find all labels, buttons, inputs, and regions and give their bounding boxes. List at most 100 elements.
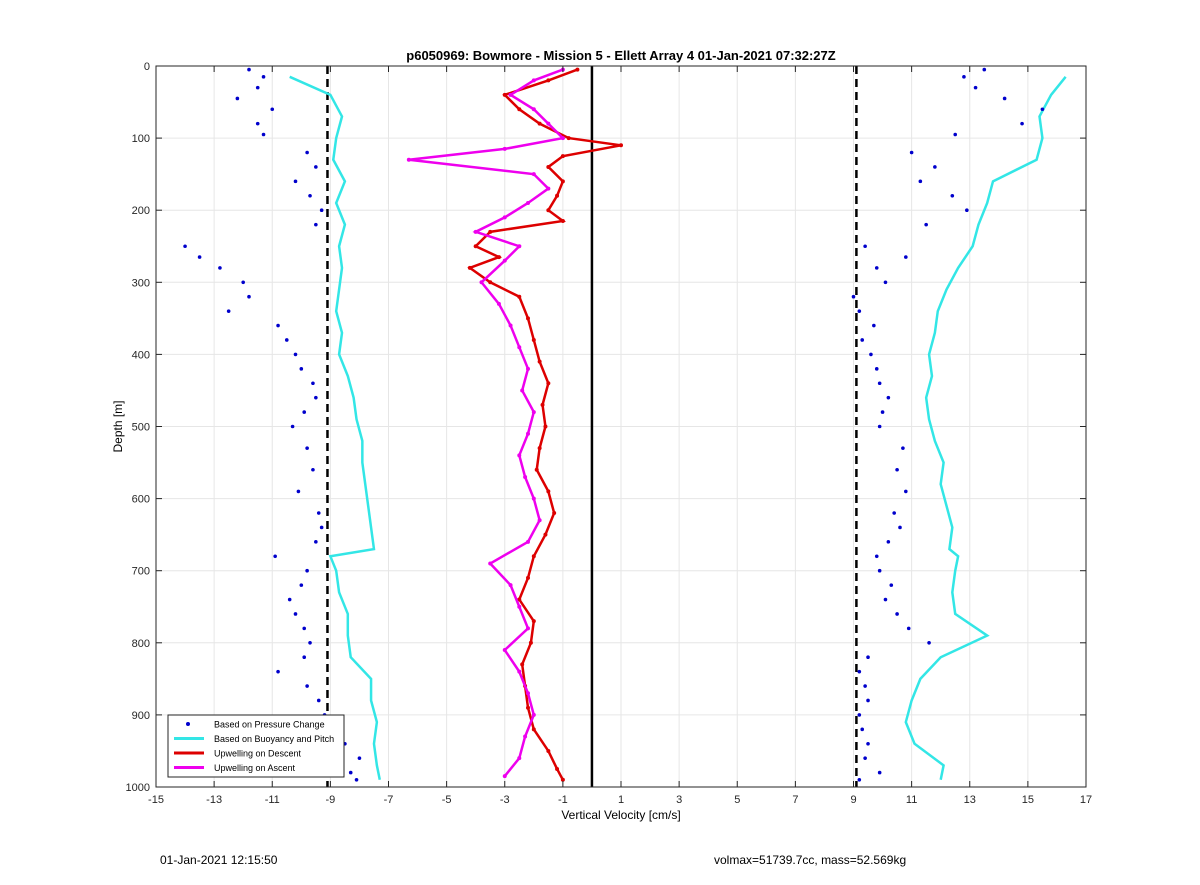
upwelling-point xyxy=(406,157,411,162)
upwelling-point xyxy=(534,467,539,472)
pressure-point xyxy=(314,540,318,544)
y-tick-label: 0 xyxy=(144,61,150,73)
upwelling-point xyxy=(502,774,507,779)
pressure-point xyxy=(883,597,888,602)
upwelling-point xyxy=(488,561,493,566)
x-tick-label: 11 xyxy=(906,794,917,806)
chart-title: p6050969: Bowmore - Mission 5 - Ellett A… xyxy=(406,48,835,63)
buoyancy-line-ascent xyxy=(904,76,1067,781)
upwelling-point xyxy=(555,193,560,198)
pressure-point xyxy=(354,777,359,782)
upwelling-point xyxy=(537,446,542,451)
upwelling-point xyxy=(531,554,536,559)
upwelling-point xyxy=(546,164,551,169)
series-3 xyxy=(406,67,566,779)
x-tick-label: 13 xyxy=(964,794,976,806)
series-0 xyxy=(183,67,1045,782)
pressure-point xyxy=(898,525,902,530)
y-tick-label: 800 xyxy=(132,638,150,650)
series-1 xyxy=(289,75,1067,781)
upwelling-line xyxy=(467,68,622,781)
upwelling-point xyxy=(560,136,565,141)
upwelling-point xyxy=(537,359,542,364)
pressure-point xyxy=(857,777,862,782)
series-layer xyxy=(183,67,1067,782)
footer-timestamp: 01-Jan-2021 12:15:50 xyxy=(160,853,278,867)
upwelling-point xyxy=(526,316,530,321)
pressure-point xyxy=(319,525,324,530)
legend-marker xyxy=(186,722,190,726)
y-axis-ticks: 0 100 200 300 400 500 600 700 800 900 1000 xyxy=(126,61,1086,794)
y-tick-label: 1000 xyxy=(126,782,150,794)
legend-label: Based on Buoyancy and Pitch xyxy=(214,734,334,744)
upwelling-point xyxy=(520,662,525,667)
pressure-point xyxy=(261,132,266,137)
upwelling-point xyxy=(517,604,522,609)
x-tick-label: 15 xyxy=(1022,794,1034,806)
upwelling-point xyxy=(526,626,530,631)
legend-label: Upwelling on Descent xyxy=(214,749,302,759)
pressure-point xyxy=(299,583,304,587)
pressure-point xyxy=(311,467,315,472)
pressure-point xyxy=(287,597,292,602)
upwelling-point xyxy=(526,200,530,205)
y-tick-label: 300 xyxy=(132,277,150,289)
y-axis-label: Depth [m] xyxy=(111,400,125,452)
pressure-point xyxy=(305,150,309,155)
pressure-point xyxy=(241,280,245,285)
pressure-point xyxy=(296,489,301,494)
x-tick-label: 7 xyxy=(792,794,798,806)
pressure-point xyxy=(319,208,324,212)
legend-label: Based on Pressure Change xyxy=(214,720,325,730)
x-tick-label: -11 xyxy=(265,794,280,806)
pressure-point xyxy=(877,381,882,386)
pressure-point xyxy=(857,713,862,717)
upwelling-point xyxy=(517,345,522,350)
upwelling-point xyxy=(488,280,493,285)
x-tick-label: 9 xyxy=(850,794,856,806)
series-2 xyxy=(467,67,623,782)
upwelling-point xyxy=(531,410,536,415)
x-tick-label: 5 xyxy=(734,794,740,806)
pressure-point xyxy=(918,179,923,184)
pressure-point xyxy=(305,568,309,573)
x-tick-label: 1 xyxy=(618,794,624,806)
upwelling-point xyxy=(517,669,522,674)
pressure-point xyxy=(218,266,222,270)
upwelling-point xyxy=(552,511,557,516)
x-tick-label: -9 xyxy=(325,794,335,806)
y-tick-label: 900 xyxy=(132,710,150,722)
pressure-point xyxy=(270,107,275,112)
upwelling-point xyxy=(502,648,507,653)
pressure-point xyxy=(226,309,231,313)
pressure-point xyxy=(877,568,882,573)
legend-label: Upwelling on Ascent xyxy=(214,763,296,773)
buoyancy-line-descent xyxy=(289,75,382,781)
y-tick-label: 400 xyxy=(132,349,150,361)
x-tick-label: -15 xyxy=(148,794,164,806)
pressure-point xyxy=(883,280,888,285)
reference-lines xyxy=(326,66,858,787)
pressure-point xyxy=(874,367,879,371)
upwelling-point xyxy=(520,388,525,393)
pressure-point xyxy=(953,132,958,137)
upwelling-point xyxy=(543,532,548,537)
x-tick-label: -7 xyxy=(384,794,394,806)
pressure-point xyxy=(1020,121,1024,126)
pressure-point xyxy=(877,424,882,429)
pressure-point xyxy=(927,641,931,645)
pressure-point xyxy=(965,208,969,212)
pressure-point xyxy=(857,309,862,313)
pressure-point xyxy=(874,266,879,270)
upwelling-point xyxy=(502,215,507,220)
upwelling-point xyxy=(517,244,522,249)
pressure-point xyxy=(293,179,298,184)
pressure-point xyxy=(889,583,894,587)
pressure-point xyxy=(255,121,260,126)
pressure-point xyxy=(860,338,865,342)
pressure-point xyxy=(314,222,318,227)
upwelling-point xyxy=(473,244,478,249)
upwelling-point xyxy=(546,78,551,83)
pressure-point xyxy=(860,727,865,732)
pressure-point xyxy=(302,655,307,660)
